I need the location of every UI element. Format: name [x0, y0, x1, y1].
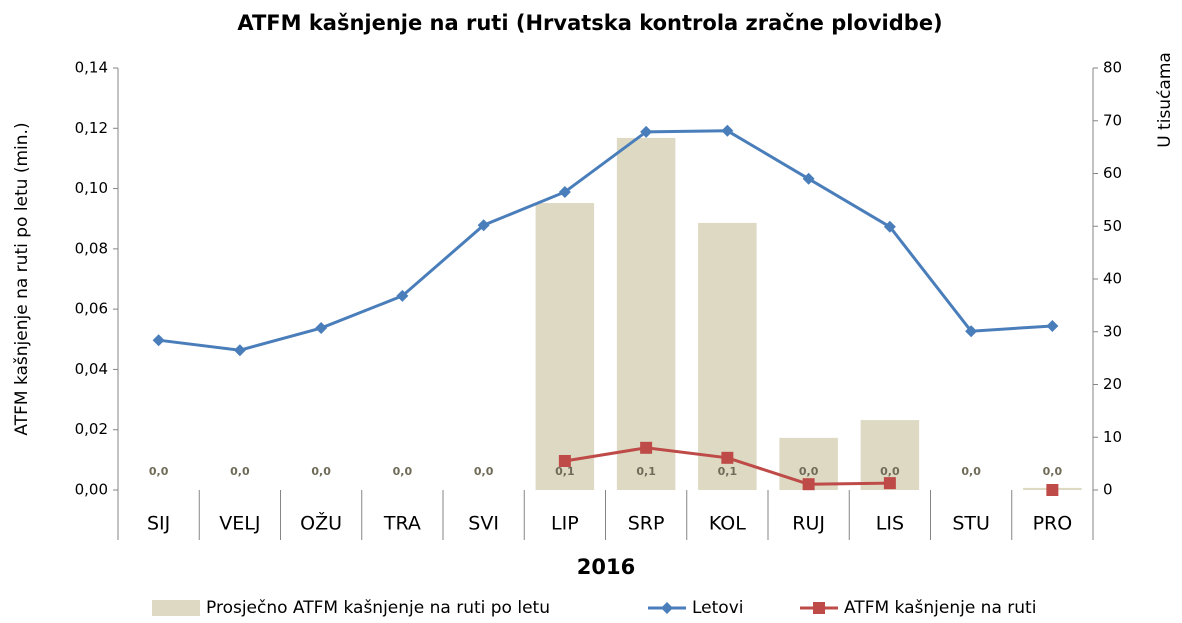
marker — [640, 125, 653, 138]
y-tick-label: 0,02 — [75, 420, 108, 438]
marker — [721, 124, 734, 137]
y2-tick-label: 80 — [1103, 59, 1122, 77]
y-tick-label: 0,06 — [75, 300, 108, 318]
marker — [396, 289, 409, 302]
value-label: 0,1 — [718, 465, 738, 478]
x-tick-label: SRP — [628, 513, 665, 535]
value-label: 0,0 — [474, 465, 494, 478]
marker — [1046, 484, 1059, 496]
y2-tick-label: 70 — [1103, 111, 1122, 129]
x-tick-label: STU — [952, 513, 990, 535]
legend-label: Prosječno ATFM kašnjenje na ruti po letu — [206, 598, 550, 618]
bar — [698, 222, 757, 491]
marker — [883, 220, 896, 233]
x-tick-label: LIP — [551, 513, 579, 535]
x-tick-label: RUJ — [792, 513, 825, 535]
x-tick-label: VELJ — [219, 513, 260, 535]
legend-swatch — [152, 600, 200, 616]
y2-tick-label: 60 — [1103, 164, 1122, 182]
legend-marker — [813, 602, 825, 614]
bar — [535, 203, 595, 491]
y2-tick-label: 40 — [1103, 270, 1122, 288]
value-label: 0,0 — [1043, 465, 1063, 478]
legend-label: Letovi — [692, 598, 743, 618]
marker — [721, 451, 734, 464]
x-tick-label: SVI — [468, 513, 499, 535]
marker — [558, 185, 571, 198]
marker — [640, 441, 653, 454]
marker — [802, 172, 815, 185]
x-tick-label: SIJ — [147, 513, 170, 535]
marker — [315, 322, 328, 335]
x-tick-label: PRO — [1033, 513, 1073, 535]
marker — [233, 344, 246, 357]
x-tick-label: KOL — [709, 513, 746, 535]
bar — [616, 137, 676, 490]
value-label: 0,0 — [961, 465, 981, 478]
x-tick-label: OŽU — [300, 512, 342, 535]
y-tick-label: 0,14 — [75, 59, 108, 77]
y2-tick-label: 20 — [1103, 375, 1122, 393]
legend-label: ATFM kašnjenje na ruti — [844, 598, 1036, 618]
value-label: 0,0 — [799, 465, 819, 478]
y-axis-label: ATFM kašnjenje na ruti po letu (min.) — [12, 122, 32, 435]
value-label: 0,0 — [311, 465, 331, 478]
value-label: 0,0 — [230, 465, 250, 478]
value-label: 0,0 — [880, 465, 900, 478]
y-tick-label: 0,10 — [75, 179, 108, 197]
value-label: 0,0 — [149, 465, 169, 478]
line — [158, 129, 1053, 352]
legend-marker — [661, 602, 673, 614]
marker — [1046, 319, 1059, 332]
marker — [152, 334, 165, 347]
y2-axis-label: U tisućama — [1155, 52, 1175, 148]
marker — [965, 325, 978, 338]
value-label: 0,1 — [555, 465, 575, 478]
y2-tick-label: 10 — [1103, 428, 1122, 446]
x-axis-label: 2016 — [577, 555, 635, 579]
x-tick-label: TRA — [383, 513, 421, 535]
chart-title: ATFM kašnjenje na ruti (Hrvatska kontrol… — [237, 11, 942, 35]
marker — [883, 477, 896, 490]
y-tick-label: 0,04 — [75, 360, 108, 378]
y2-tick-label: 0 — [1103, 481, 1113, 499]
value-label: 0,0 — [393, 465, 413, 478]
marker — [477, 219, 490, 232]
marker — [802, 478, 815, 491]
y-tick-label: 0,00 — [75, 481, 108, 499]
y-tick-label: 0,12 — [75, 119, 108, 137]
marker — [558, 454, 571, 467]
y-tick-label: 0,08 — [75, 239, 108, 257]
y2-tick-label: 30 — [1103, 322, 1122, 340]
y2-tick-label: 50 — [1103, 217, 1122, 235]
x-tick-label: LIS — [876, 513, 904, 535]
value-label: 0,1 — [636, 465, 656, 478]
